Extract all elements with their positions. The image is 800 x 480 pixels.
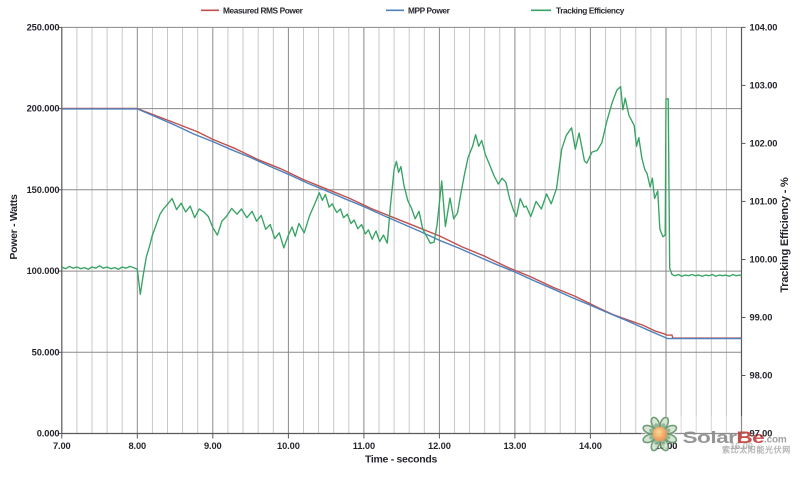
svg-text:7.00: 7.00 xyxy=(53,441,71,451)
svg-text:索比太阳能光伏网: 索比太阳能光伏网 xyxy=(722,445,791,455)
svg-text:14.00: 14.00 xyxy=(579,441,602,451)
svg-text:12.00: 12.00 xyxy=(428,441,451,451)
svg-text:.com: .com xyxy=(764,435,787,446)
svg-text:97.00: 97.00 xyxy=(750,429,773,439)
svg-text:150.000: 150.000 xyxy=(27,185,60,195)
svg-text:250.000: 250.000 xyxy=(27,23,60,33)
svg-text:Power - Watts: Power - Watts xyxy=(8,194,20,260)
svg-text:103.00: 103.00 xyxy=(750,81,778,91)
svg-text:101.00: 101.00 xyxy=(750,197,778,207)
svg-text:97.00: 97.00 xyxy=(750,429,773,439)
svg-text:Measured RMS Power: Measured RMS Power xyxy=(223,6,304,16)
svg-text:9.00: 9.00 xyxy=(204,441,222,451)
svg-text:0.000: 0.000 xyxy=(37,429,60,439)
svg-text:98.00: 98.00 xyxy=(750,371,773,381)
svg-text:SolarBe: SolarBe xyxy=(683,429,765,448)
svg-text:13.00: 13.00 xyxy=(504,441,527,451)
svg-text:11.00: 11.00 xyxy=(353,441,375,451)
svg-text:10.00: 10.00 xyxy=(277,441,300,451)
svg-text:99.00: 99.00 xyxy=(750,313,773,323)
svg-text:102.00: 102.00 xyxy=(750,139,778,149)
svg-text:Tracking Efficiency: Tracking Efficiency xyxy=(556,6,625,16)
svg-text:200.000: 200.000 xyxy=(27,104,60,114)
svg-text:50.000: 50.000 xyxy=(32,347,60,357)
svg-text:100.00: 100.00 xyxy=(750,255,778,265)
svg-text:100.000: 100.000 xyxy=(27,266,60,276)
svg-text:104.00: 104.00 xyxy=(750,23,778,33)
svg-text:Time - seconds: Time - seconds xyxy=(365,454,438,466)
svg-text:8.00: 8.00 xyxy=(128,441,146,451)
svg-text:MPP Power: MPP Power xyxy=(408,6,451,16)
svg-text:Tracking Efficiency - %: Tracking Efficiency - % xyxy=(779,177,791,293)
